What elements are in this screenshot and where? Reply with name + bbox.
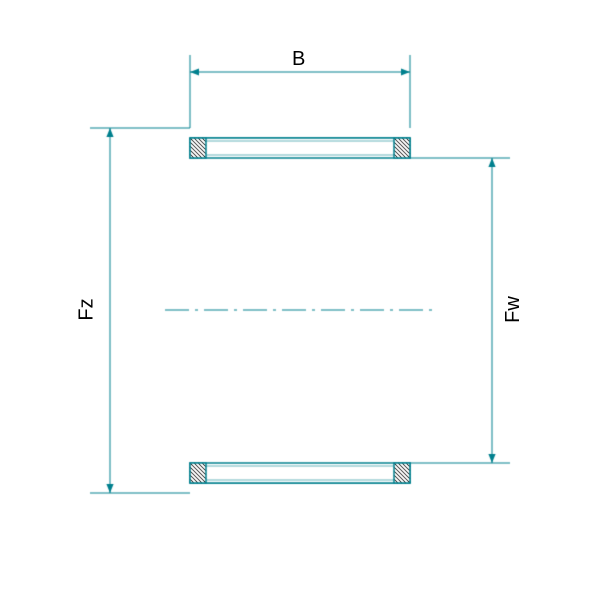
label-Fw: Fw <box>502 296 525 323</box>
label-B: B <box>292 48 305 71</box>
label-Fz: Fz <box>76 298 99 320</box>
